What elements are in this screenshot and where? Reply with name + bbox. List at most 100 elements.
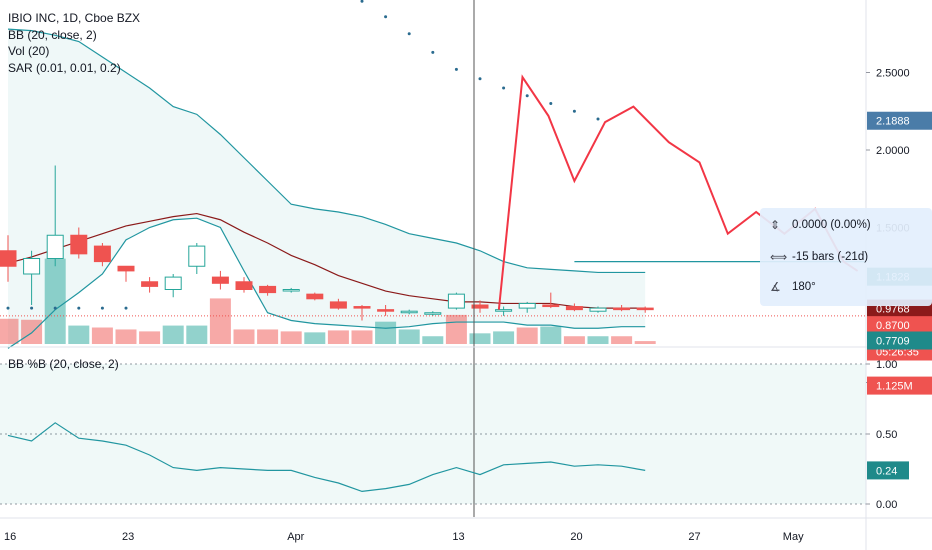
- candle-body: [188, 245, 206, 267]
- chart-legend: IBIO INC, 1D, Cboe BZX BB (20, close, 2)…: [8, 10, 140, 76]
- volume-bar: [445, 314, 467, 344]
- bbp-line: [7, 422, 646, 493]
- sar-dot: [384, 15, 388, 19]
- date-tick-label: 23: [122, 531, 134, 543]
- price-badge: [867, 331, 932, 350]
- date-tick-label: 20: [570, 531, 582, 543]
- volume-bar: [516, 327, 538, 344]
- price-badge: [867, 316, 932, 335]
- price-badge-label: 1.125M: [876, 381, 913, 393]
- price-badge-label: 2.1888: [876, 116, 910, 128]
- volume-bar: [209, 298, 231, 344]
- bb-fill-area: [8, 29, 646, 349]
- bbp-legend[interactable]: BB %B (20, close, 2): [8, 357, 119, 371]
- sar-legend[interactable]: SAR (0.01, 0.01, 0.2): [8, 60, 121, 75]
- candle-body: [0, 250, 17, 267]
- volume-bar: [634, 341, 656, 344]
- candle-body: [377, 309, 395, 312]
- candle-body: [282, 289, 300, 292]
- date-tick-label: May: [783, 531, 804, 543]
- volume-bar: [0, 318, 19, 344]
- volume-bar: [422, 336, 444, 344]
- bb-legend[interactable]: BB (20, close, 2): [8, 27, 97, 42]
- candle-body: [306, 293, 324, 300]
- sar-dot: [407, 32, 411, 36]
- candle-body: [235, 281, 253, 290]
- candle-body: [70, 234, 88, 255]
- measure-price-change: 0.0000 (0.00%): [792, 219, 871, 231]
- measure-tooltip: ⇕ 0.0000 (0.00%) ⟺ -15 bars (-21d) ∡ 180…: [760, 208, 932, 306]
- volume-bar: [375, 321, 397, 344]
- volume-bar: [563, 336, 585, 344]
- volume-bar: [540, 326, 562, 344]
- sar-dot: [53, 306, 57, 310]
- candle-body: [518, 302, 536, 309]
- bb-upper-line: [7, 28, 646, 274]
- sar-dot: [596, 117, 600, 121]
- bbp-current-badge: [867, 461, 909, 480]
- sar-dot: [6, 306, 10, 310]
- sar-dot: [77, 306, 81, 310]
- date-tick-label: Apr: [287, 531, 304, 543]
- volume-bar: [469, 333, 491, 344]
- grid-lines: [0, 363, 866, 505]
- sar-dot: [502, 86, 506, 90]
- candle-body: [447, 293, 465, 309]
- parabolic-sar-dots: [6, 0, 600, 310]
- volume-bar: [398, 329, 420, 344]
- angle-icon: ∡: [770, 280, 781, 294]
- volume-bar: [280, 331, 302, 344]
- measure-bars: -15 bars (-21d): [792, 251, 869, 263]
- bb-percent-b-pane: [7, 422, 646, 493]
- price-tick-label: 2.5000: [876, 68, 910, 80]
- sar-dot: [30, 306, 34, 310]
- price-badge-label: 0.8700: [876, 320, 910, 332]
- volume-bar: [257, 329, 279, 344]
- sar-dot: [478, 77, 482, 81]
- candle-body: [589, 307, 607, 312]
- sar-dot: [549, 102, 553, 105]
- candle-body: [400, 310, 418, 314]
- volume-bar: [68, 325, 90, 344]
- volume-bar: [21, 319, 43, 344]
- candle-body: [471, 304, 489, 309]
- candle-body: [495, 309, 513, 312]
- candle-body: [329, 301, 347, 309]
- price-range-icon: ⇕: [770, 218, 781, 232]
- volume-bar: [233, 329, 255, 344]
- volume-bar: [304, 332, 326, 344]
- sar-dot: [572, 109, 576, 113]
- volume-bar: [587, 336, 609, 344]
- price-tick-label: 2.0000: [876, 145, 910, 157]
- bars-range-icon: ⟺: [770, 250, 788, 264]
- bbp-band-fill: [0, 364, 866, 504]
- candle-body: [542, 304, 560, 308]
- price-badge: [867, 111, 932, 130]
- bb-basis-line: [7, 212, 646, 309]
- candle-body: [46, 234, 64, 259]
- price-badge-label: 0.9768: [876, 304, 910, 316]
- volume-bar: [611, 336, 633, 344]
- candle-body: [636, 307, 654, 311]
- sar-dot: [431, 50, 435, 54]
- candle-body: [93, 245, 111, 263]
- candle-body: [424, 312, 442, 315]
- sar-dot: [100, 306, 104, 310]
- sar-dot: [124, 306, 128, 310]
- candle-body: [117, 265, 135, 272]
- candle-body: [141, 281, 159, 287]
- symbol-title[interactable]: IBIO INC, 1D, Cboe BZX: [8, 11, 141, 25]
- volume-bar: [44, 258, 66, 344]
- bbp-tick-label: 1.00: [876, 359, 897, 371]
- sar-dot: [525, 94, 529, 98]
- bb-lower-line: [7, 217, 646, 349]
- candle-body: [164, 276, 182, 291]
- volume-legend[interactable]: Vol (20): [8, 44, 50, 58]
- candle-body: [613, 307, 631, 311]
- candle-body: [23, 258, 41, 275]
- volume-bar: [162, 325, 184, 344]
- bbp-current-label: 0.24: [876, 465, 897, 477]
- volume-bars: [0, 258, 656, 344]
- candle-body: [353, 306, 371, 309]
